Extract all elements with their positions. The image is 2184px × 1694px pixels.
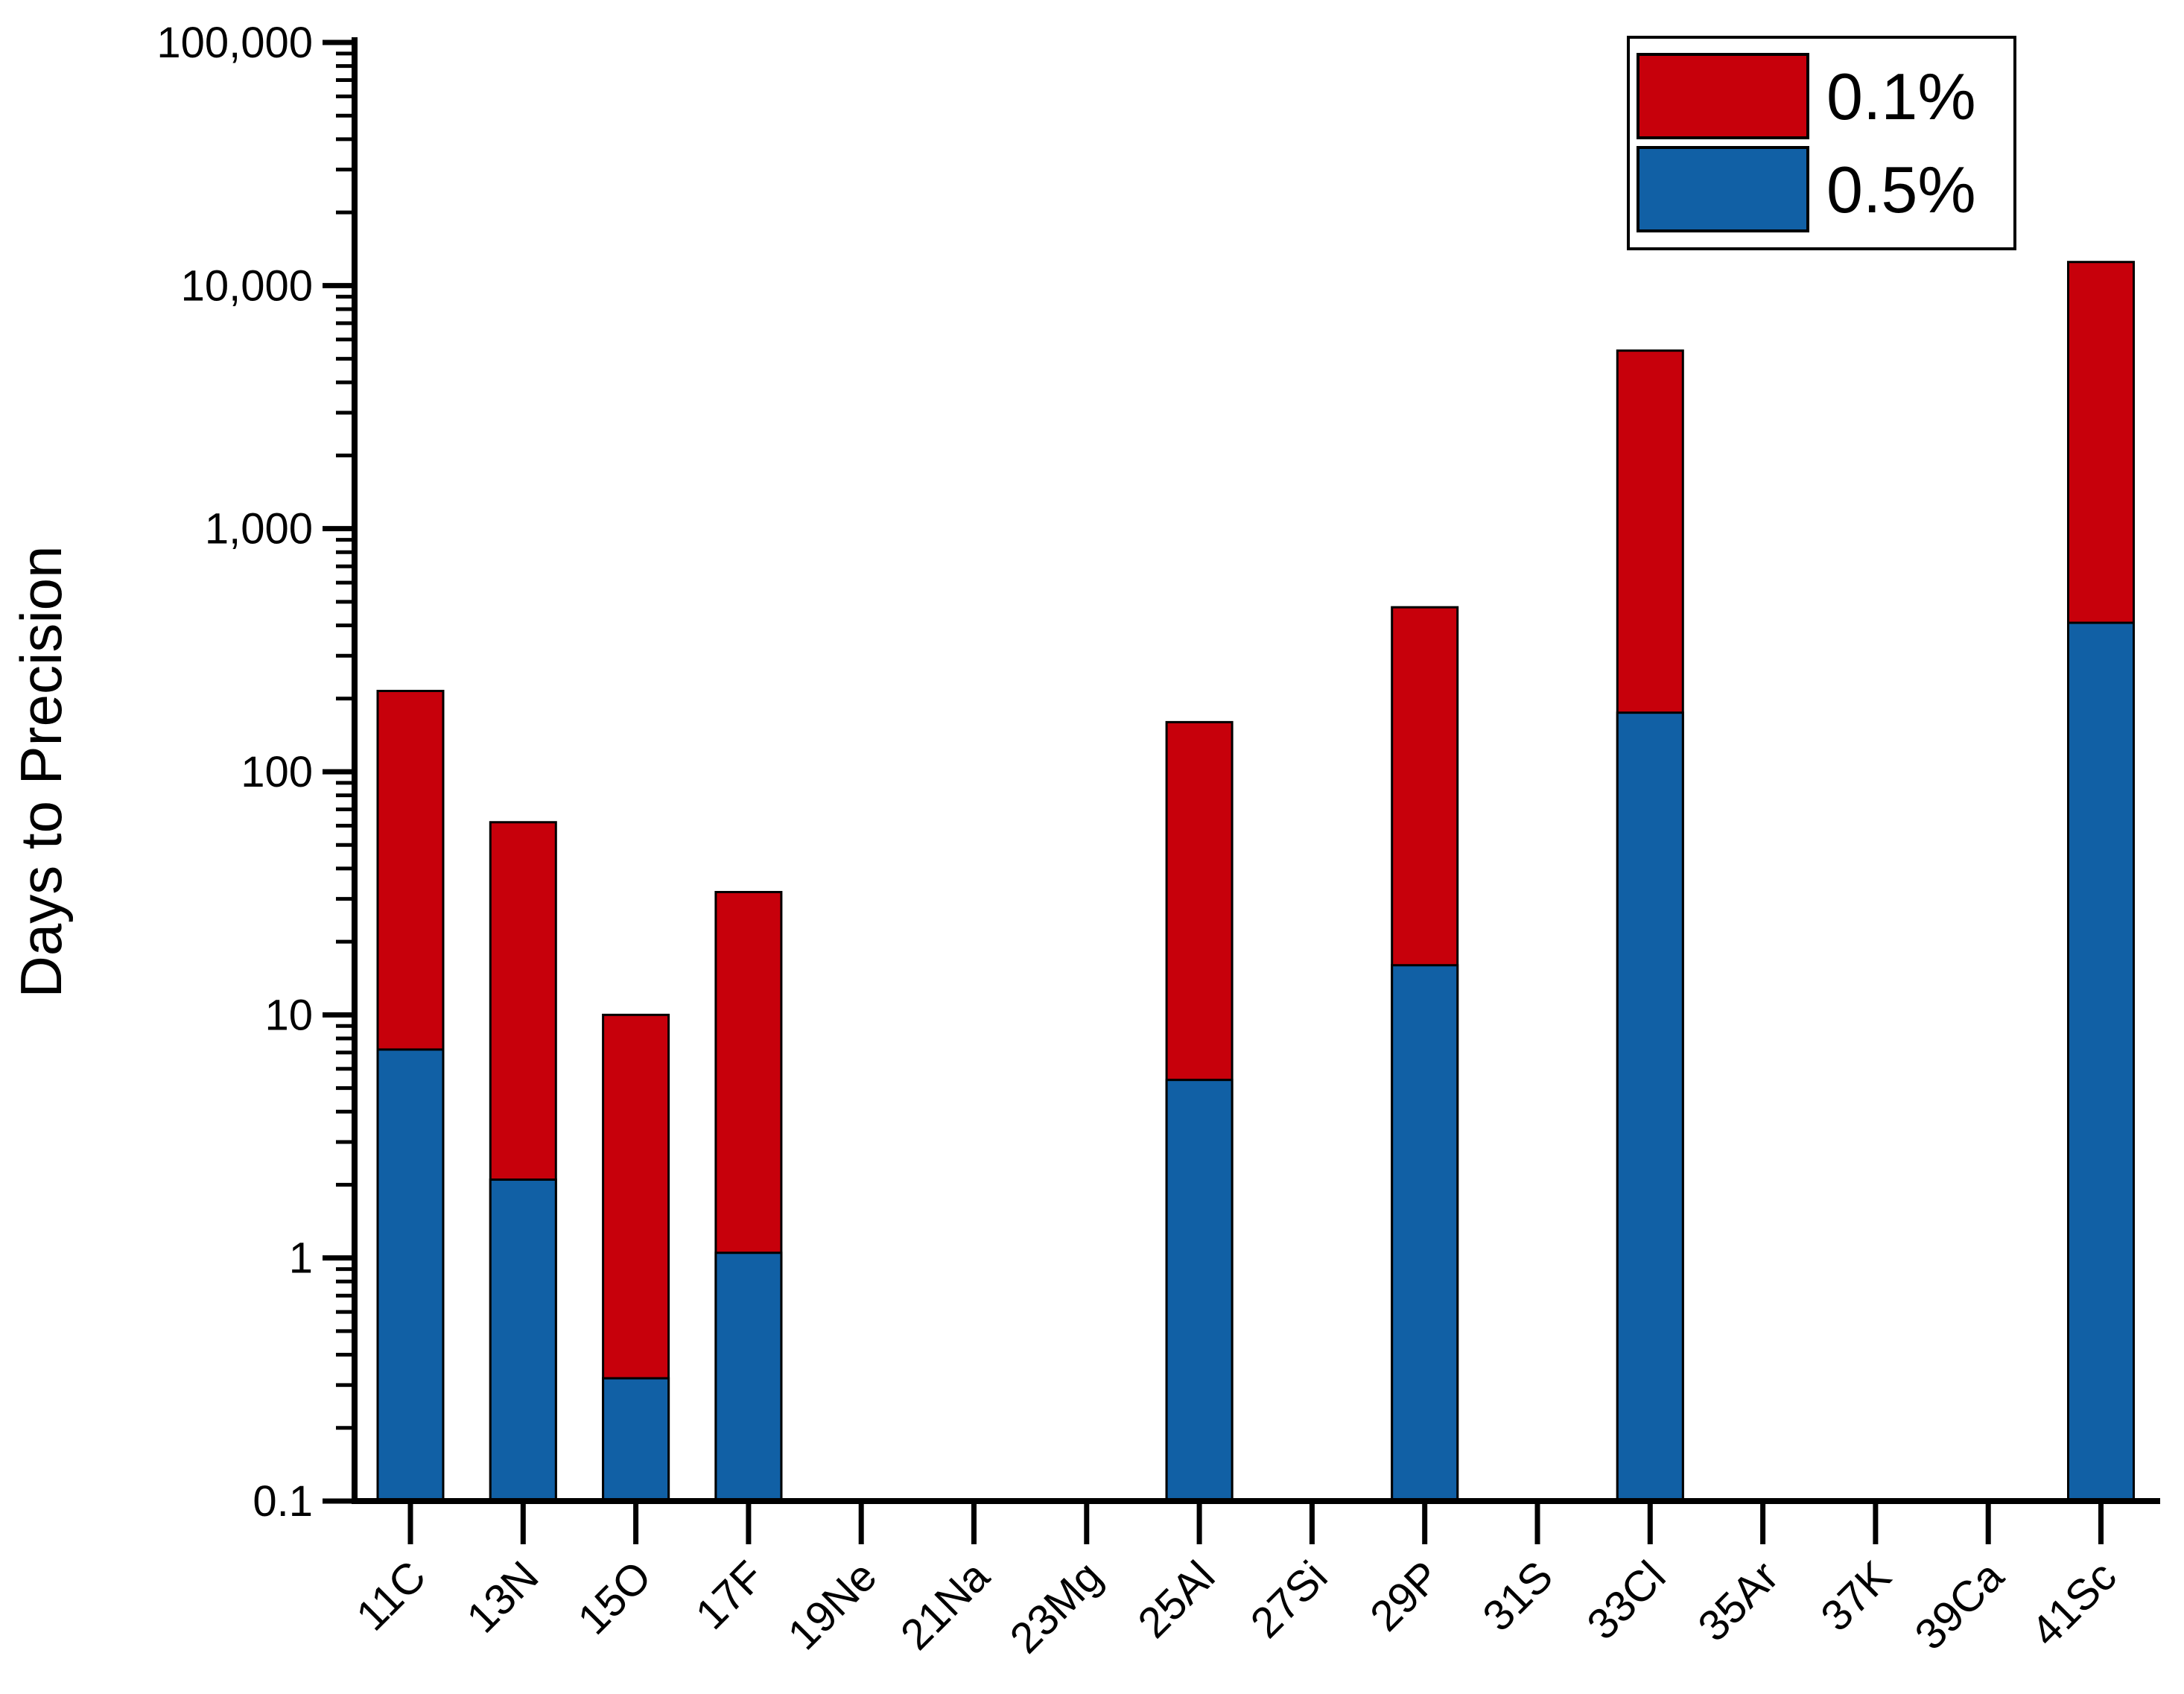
bar-33Cl-segment-0.5pct [1616, 711, 1684, 1503]
bar-13N-segment-0.5pct [489, 1178, 557, 1503]
x-tick-label-37K: 37K [1812, 1552, 1900, 1640]
x-tick-label-13N: 13N [457, 1552, 547, 1642]
y-tick-label: 100,000 [156, 19, 313, 67]
bar-11C-segment-0.5pct [376, 1048, 445, 1503]
bar-29P-segment-0.5pct [1391, 964, 1459, 1503]
bar-15O-segment-0.5pct [602, 1377, 670, 1503]
x-tick-label-17F: 17F [686, 1552, 773, 1639]
y-tick-label: 10 [264, 991, 313, 1039]
x-tick-label-35Ar: 35Ar [1689, 1552, 1788, 1651]
x-tick-label-21Na: 21Na [892, 1552, 1000, 1660]
y-axis-title: Days to Precision [8, 546, 74, 998]
legend-swatch-0.1% [1637, 53, 1809, 139]
y-tick-label: 1 [289, 1234, 313, 1283]
x-tick-label-31S: 31S [1473, 1552, 1562, 1640]
x-tick-label-25Al: 25Al [1128, 1552, 1224, 1647]
bar-41Sc-segment-0.5pct [2067, 621, 2135, 1503]
y-tick-label: 100 [241, 748, 313, 796]
legend-swatch-0.5% [1637, 146, 1809, 232]
legend-label: 0.1% [1826, 60, 1976, 133]
legend-label: 0.5% [1826, 153, 1976, 226]
x-tick-label-15O: 15O [568, 1552, 660, 1643]
bar-25Al-segment-0.5pct [1165, 1079, 1234, 1503]
y-tick-label: 1,000 [205, 505, 313, 553]
legend: 0.1% 0.5% [1627, 36, 2016, 250]
x-tick-label-27Si: 27Si [1242, 1552, 1337, 1647]
x-tick-label-11C: 11C [347, 1552, 435, 1640]
x-tick-label-19Ne: 19Ne [778, 1552, 886, 1659]
y-tick-label: 0.1 [253, 1477, 313, 1526]
axes: 100,000 10,000 1,000 100 10 1 0.1 11C 13N 15O 17F 1… [156, 19, 2160, 1663]
x-tick-label-41Sc: 41Sc [2022, 1552, 2125, 1655]
bar-17F-segment-0.5pct [714, 1252, 783, 1503]
bars [376, 261, 2135, 1503]
x-tick-label-23Mg: 23Mg [1000, 1552, 1111, 1663]
x-tick-label-29P: 29P [1361, 1552, 1450, 1640]
x-tick-label-39Ca: 39Ca [1905, 1552, 2013, 1660]
x-tick-label-33Cl: 33Cl [1578, 1552, 1674, 1649]
y-tick-label: 10,000 [181, 261, 313, 310]
